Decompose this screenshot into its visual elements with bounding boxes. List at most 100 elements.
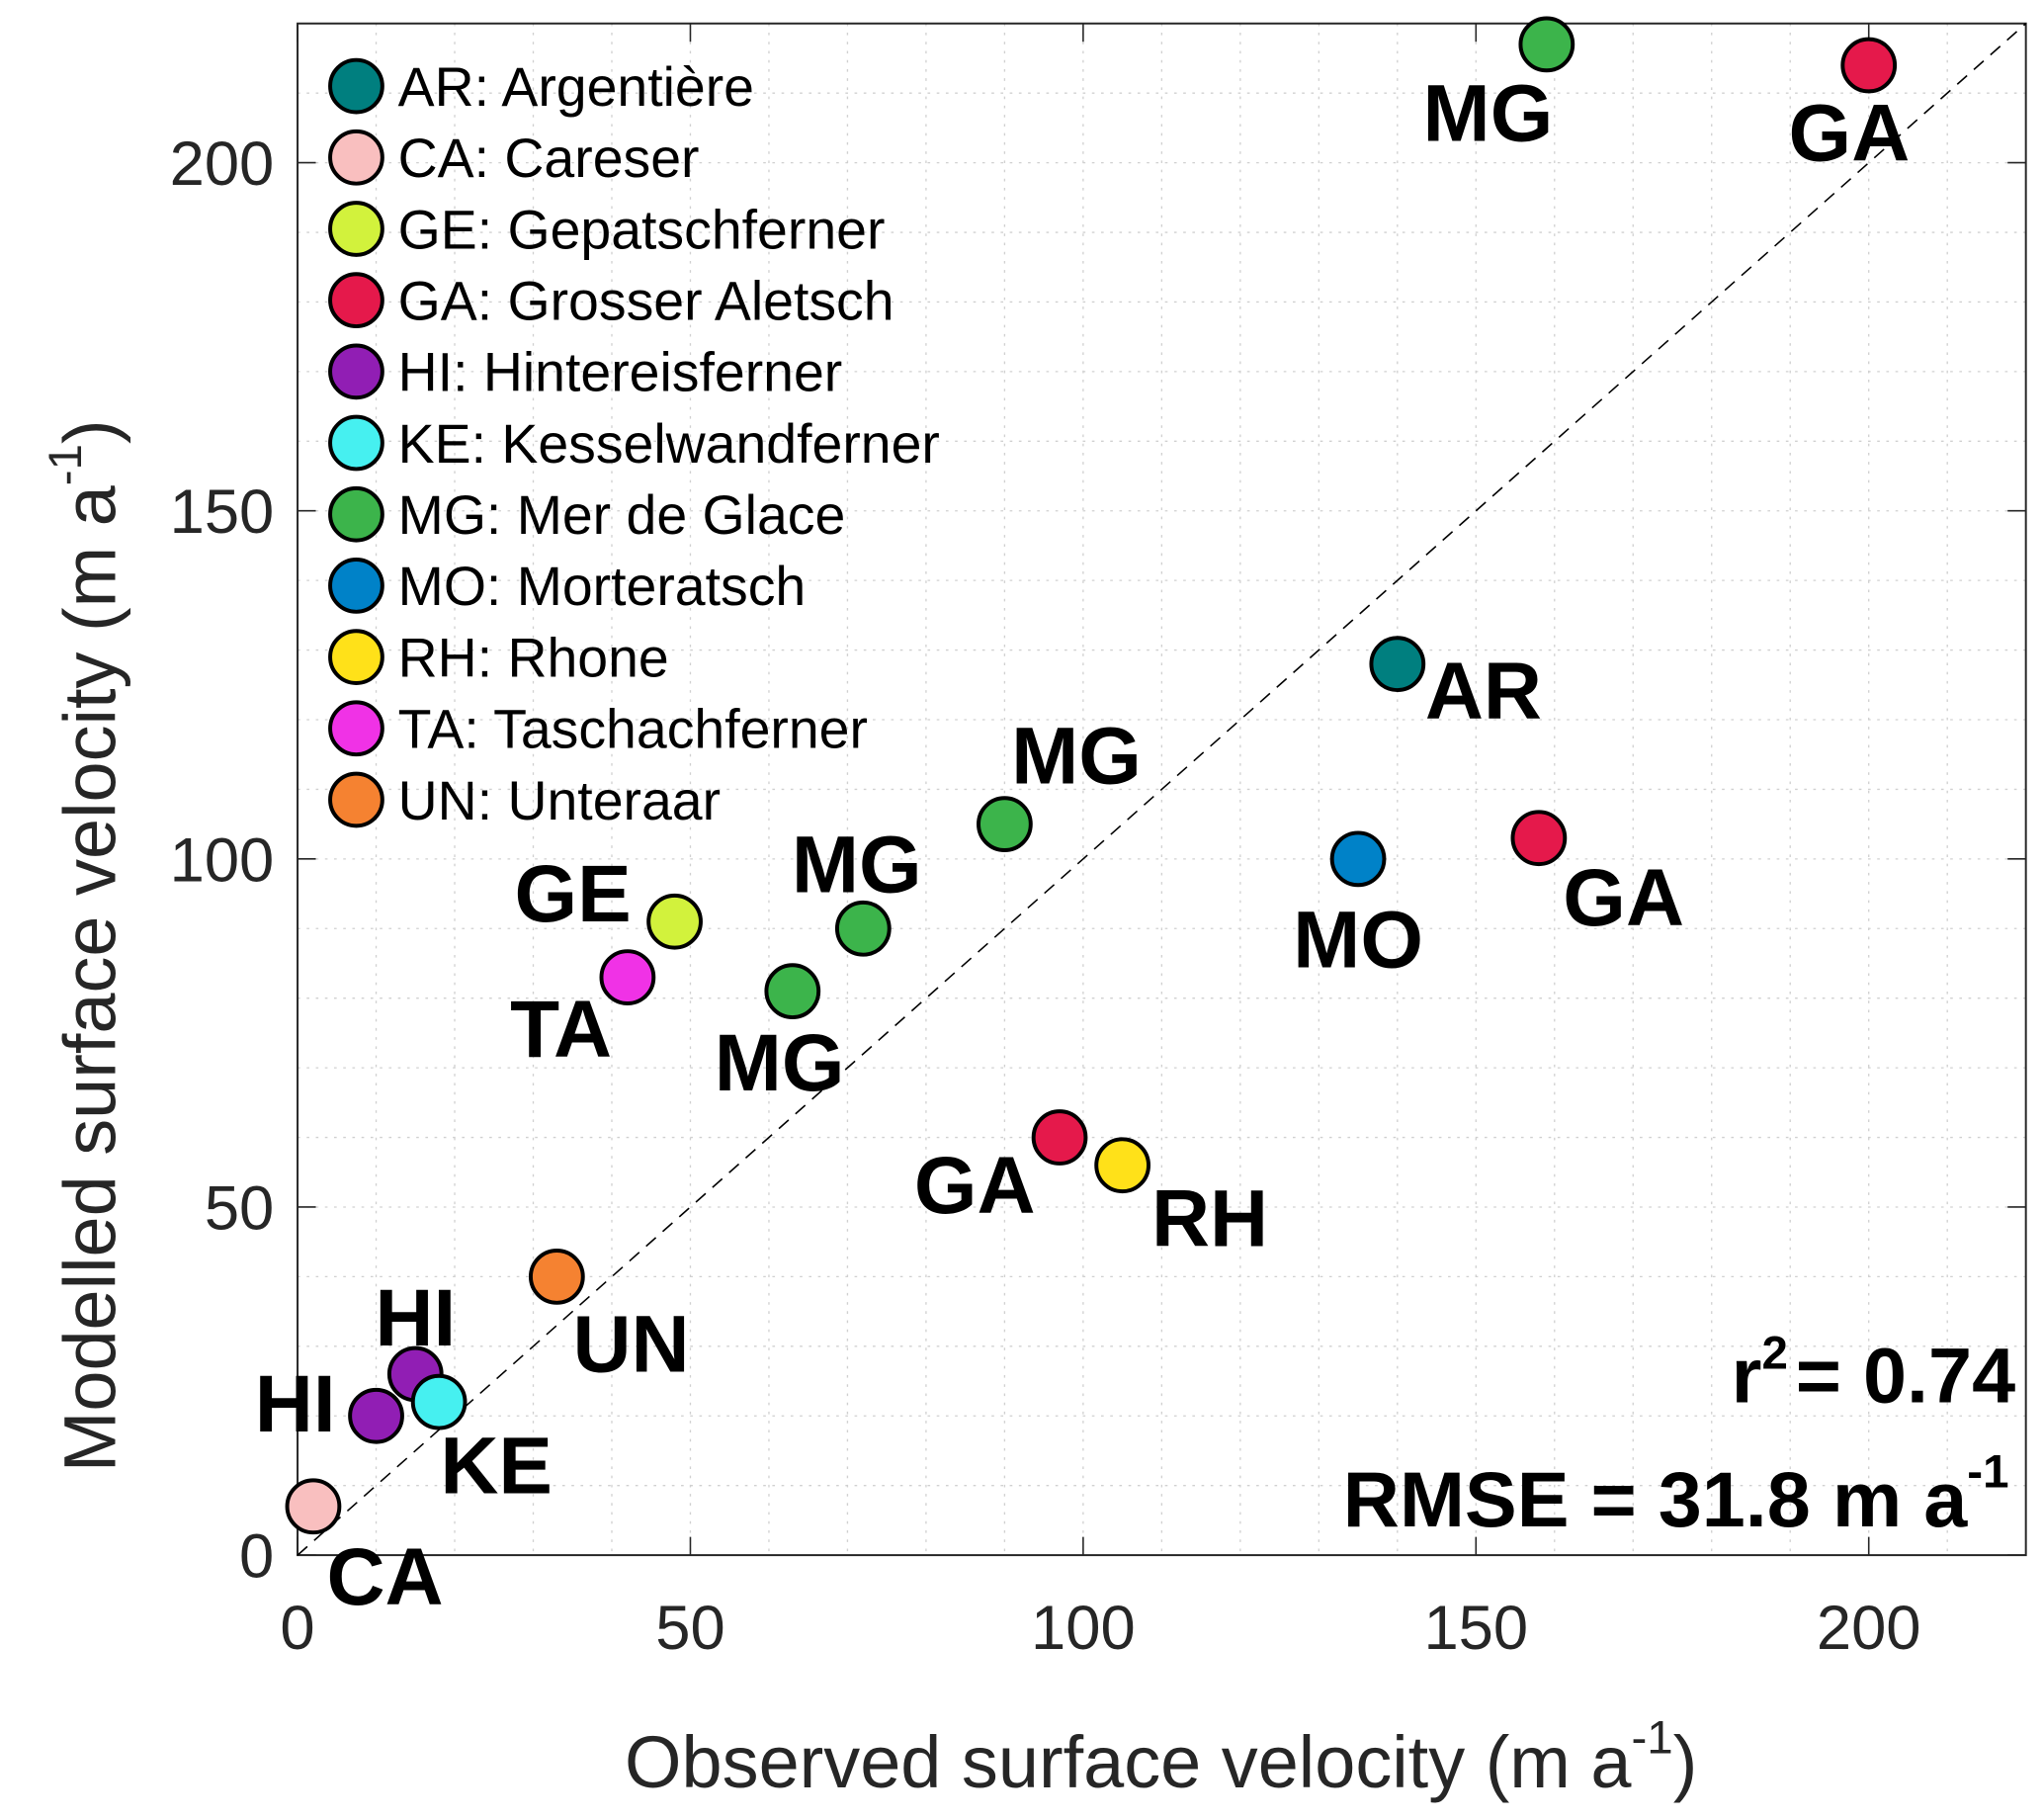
data-point-group: KE xyxy=(410,1373,553,1512)
data-point-label: UN xyxy=(572,1300,689,1390)
legend-entry: GE: Gepatschferner xyxy=(328,199,886,260)
legend-label: HI: Hintereisferner xyxy=(398,342,843,403)
data-point xyxy=(1329,830,1387,888)
data-point-group: GA xyxy=(1789,37,1911,178)
legend-marker xyxy=(328,485,384,543)
legend-label: MG: Mer de Glace xyxy=(398,484,846,546)
legend-entry: UN: Unteraar xyxy=(328,770,721,831)
legend-marker xyxy=(328,771,384,828)
x-tick-label: 200 xyxy=(1817,1594,1921,1663)
data-point xyxy=(1369,636,1426,693)
data-point xyxy=(834,900,892,957)
legend-marker xyxy=(328,272,384,329)
legend-label: RH: Rhone xyxy=(398,627,669,688)
legend-marker xyxy=(328,129,384,186)
data-point xyxy=(599,949,656,1005)
ticks: 0 50 100 150 200 0 50 100 150 200 xyxy=(170,23,2026,1663)
y-tick-label: 0 xyxy=(239,1522,274,1592)
data-point-label: MG xyxy=(1011,712,1142,802)
x-tick-label: 150 xyxy=(1423,1594,1528,1663)
data-point xyxy=(1094,1137,1151,1194)
legend-label: GE: Gepatschferner xyxy=(398,199,886,260)
data-point-label: AR xyxy=(1425,647,1542,737)
data-point-label: KE xyxy=(440,1422,553,1512)
rmse-annotation: RMSE = 31.8 m a-1 xyxy=(1343,1445,2009,1543)
data-point-label: HI xyxy=(375,1273,456,1363)
data-point xyxy=(1510,810,1568,867)
data-point xyxy=(285,1478,342,1535)
data-point-label: MG xyxy=(792,820,922,910)
data-point-group: MG xyxy=(792,820,922,957)
legend-label: KE: Kesselwandferner xyxy=(398,413,940,475)
x-tick-label: 100 xyxy=(1031,1594,1136,1663)
legend-label: MO: Morteratsch xyxy=(398,556,807,617)
legend-marker xyxy=(328,57,384,115)
legend-label: TA: Taschachferner xyxy=(398,699,868,760)
data-point xyxy=(1518,16,1575,73)
y-tick-label: 50 xyxy=(205,1173,274,1243)
data-point-label: RH xyxy=(1151,1174,1268,1264)
legend-marker xyxy=(328,558,384,614)
data-point-group: AR xyxy=(1369,636,1542,737)
legend-entry: CA: Careser xyxy=(328,128,700,189)
legend-marker xyxy=(328,629,384,685)
legend-label: UN: Unteraar xyxy=(398,770,721,831)
data-point-group: UN xyxy=(528,1249,690,1390)
legend-marker xyxy=(328,343,384,400)
data-point xyxy=(977,796,1033,853)
legend-label: GA: Grosser Aletsch xyxy=(398,270,894,331)
legend-label: AR: Argentière xyxy=(398,56,754,118)
data-point xyxy=(410,1373,468,1430)
data-point-label: GA xyxy=(1563,853,1684,943)
data-point xyxy=(348,1387,404,1444)
data-point xyxy=(528,1249,585,1305)
y-axis-label: Modelled surface velocity (m a-1) xyxy=(40,419,130,1472)
data-point-group: MO xyxy=(1293,830,1423,985)
r2-annotation: r2 = 0.74 xyxy=(1732,1327,2015,1419)
x-tick-label: 50 xyxy=(655,1594,724,1663)
data-point-label: MG xyxy=(715,1018,845,1108)
legend-marker xyxy=(328,700,384,757)
data-point-label: MG xyxy=(1423,69,1554,159)
one-to-one-line xyxy=(297,23,2027,1556)
legend-entry: TA: Taschachferner xyxy=(328,699,868,760)
data-point xyxy=(1031,1109,1088,1166)
data-point-group: GA xyxy=(914,1109,1088,1231)
data-point-label: GA xyxy=(1789,88,1911,178)
data-point xyxy=(646,893,703,950)
axes-box xyxy=(297,22,2027,1557)
legend-entry: HI: Hintereisferner xyxy=(328,342,843,403)
legend-entry: GA: Grosser Aletsch xyxy=(328,270,894,331)
legend-marker xyxy=(328,414,384,472)
legend-marker xyxy=(328,201,384,257)
legend-entry: MO: Morteratsch xyxy=(328,556,807,617)
data-point-group: GE xyxy=(515,849,703,950)
data-point-group: HI xyxy=(255,1359,404,1449)
legend-entry: RH: Rhone xyxy=(328,627,669,688)
legend: AR: Argentière CA: Careser GE: Gepatschfer… xyxy=(328,56,940,831)
x-tick-label: 0 xyxy=(280,1594,314,1663)
data-point-label: GA xyxy=(914,1141,1036,1231)
y-tick-label: 100 xyxy=(170,825,275,895)
legend-entry: AR: Argentière xyxy=(328,56,754,118)
data-point-label: CA xyxy=(326,1532,443,1622)
data-point-group: MG xyxy=(715,963,845,1108)
data-point-group: CA xyxy=(285,1478,444,1622)
data-point-label: TA xyxy=(510,985,612,1075)
data-point-group: MG xyxy=(977,712,1142,853)
data-point xyxy=(764,963,821,1020)
data-point-group: TA xyxy=(510,949,656,1075)
data-point xyxy=(1840,37,1898,94)
y-tick-label: 200 xyxy=(170,130,275,199)
x-axis-label: Observed surface velocity (m a-1) xyxy=(625,1712,1697,1803)
data-point-label: HI xyxy=(255,1359,336,1449)
legend-entry: MG: Mer de Glace xyxy=(328,484,846,546)
points: MG GA AR MG MG GE TA MG GA MO GA RH UN HI HI KE CA xyxy=(255,16,1911,1622)
legend-entry: KE: Kesselwandferner xyxy=(328,413,940,475)
data-point-group: RH xyxy=(1094,1137,1268,1264)
data-point-group: MG xyxy=(1423,16,1575,159)
data-point-group: GA xyxy=(1510,810,1684,943)
data-point-label: MO xyxy=(1293,895,1423,985)
data-point-label: GE xyxy=(515,849,632,939)
